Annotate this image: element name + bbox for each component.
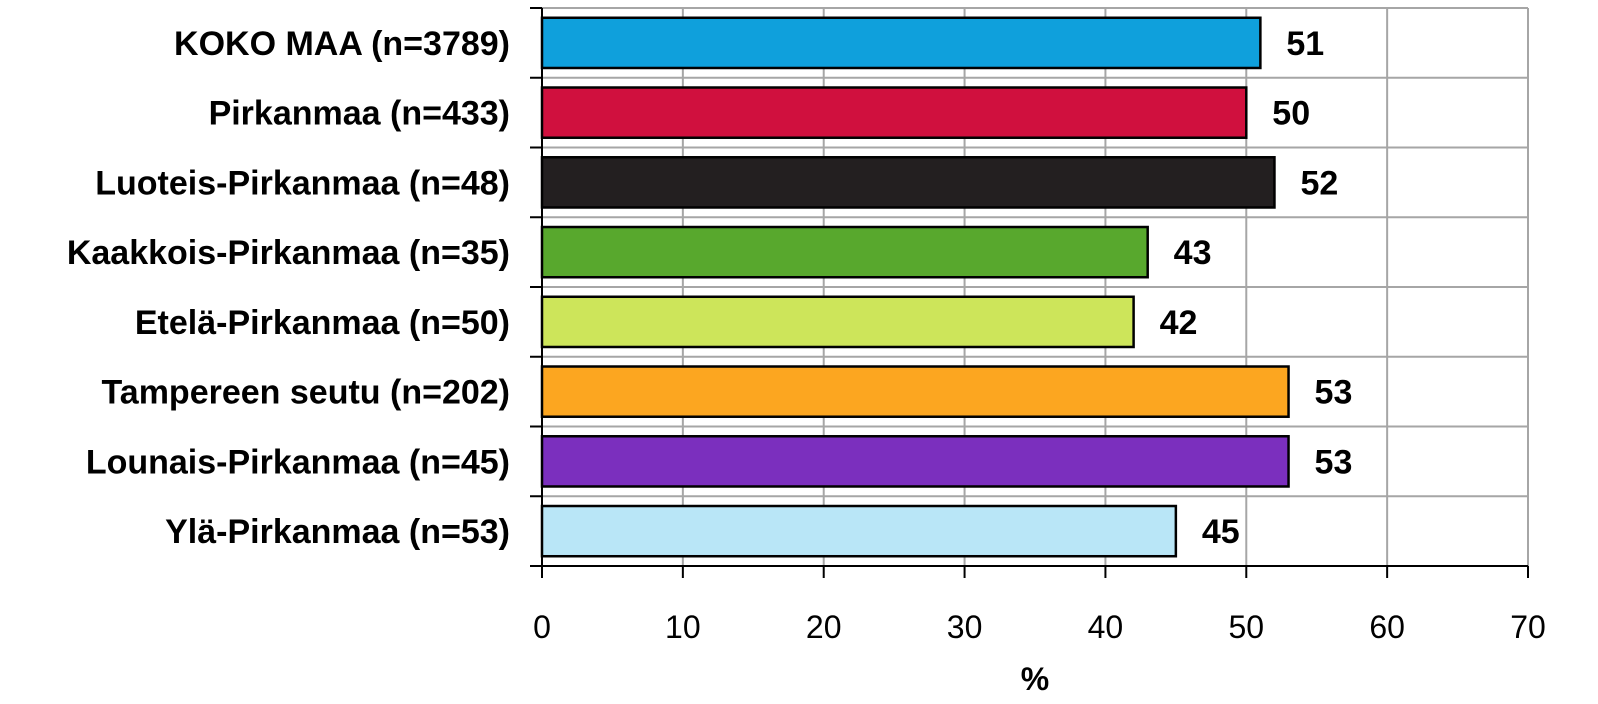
bar bbox=[540, 365, 1290, 418]
x-tick-label: 10 bbox=[665, 609, 701, 645]
category-label: Lounais-Pirkanmaa (n=45) bbox=[86, 443, 510, 481]
data-label: 43 bbox=[1174, 234, 1212, 272]
data-label: 51 bbox=[1286, 25, 1324, 63]
bar bbox=[540, 156, 1276, 209]
x-axis-title: % bbox=[1021, 661, 1049, 697]
data-labels: 51 50 52 43 42 53 53 45 bbox=[1160, 25, 1353, 551]
x-tick-label: 0 bbox=[533, 609, 551, 645]
x-tick-label: 40 bbox=[1088, 609, 1124, 645]
x-tick-label: 70 bbox=[1510, 609, 1546, 645]
data-label: 45 bbox=[1202, 513, 1240, 551]
category-label: Ylä-Pirkanmaa (n=53) bbox=[165, 513, 510, 551]
x-tick-label: 30 bbox=[947, 609, 983, 645]
category-labels: KOKO MAA (n=3789) Pirkanmaa (n=433) Luotei… bbox=[67, 25, 510, 551]
category-label: Luoteis-Pirkanmaa (n=48) bbox=[95, 164, 510, 202]
bar bbox=[540, 86, 1248, 139]
x-tick-label: 60 bbox=[1369, 609, 1405, 645]
bar bbox=[540, 16, 1262, 70]
data-label: 50 bbox=[1272, 95, 1310, 133]
axes bbox=[530, 7, 1529, 578]
data-label: 53 bbox=[1315, 374, 1353, 412]
category-label: Etelä-Pirkanmaa (n=50) bbox=[135, 304, 510, 342]
bar bbox=[540, 225, 1149, 279]
bar bbox=[540, 435, 1290, 488]
bar bbox=[540, 504, 1178, 558]
data-label: 53 bbox=[1315, 443, 1353, 481]
category-label: Kaakkois-Pirkanmaa (n=35) bbox=[67, 234, 510, 272]
gridlines bbox=[542, 7, 1529, 567]
x-tick-label: 50 bbox=[1228, 609, 1264, 645]
category-label: KOKO MAA (n=3789) bbox=[174, 25, 510, 63]
x-tick-labels: 0 10 20 30 40 50 60 70 bbox=[533, 609, 1546, 645]
x-tick-label: 20 bbox=[806, 609, 842, 645]
bars bbox=[540, 16, 1290, 558]
bar bbox=[540, 295, 1135, 349]
data-label: 42 bbox=[1160, 304, 1198, 342]
data-label: 52 bbox=[1300, 164, 1338, 202]
category-label: Pirkanmaa (n=433) bbox=[209, 95, 510, 133]
category-label: Tampereen seutu (n=202) bbox=[102, 374, 510, 412]
